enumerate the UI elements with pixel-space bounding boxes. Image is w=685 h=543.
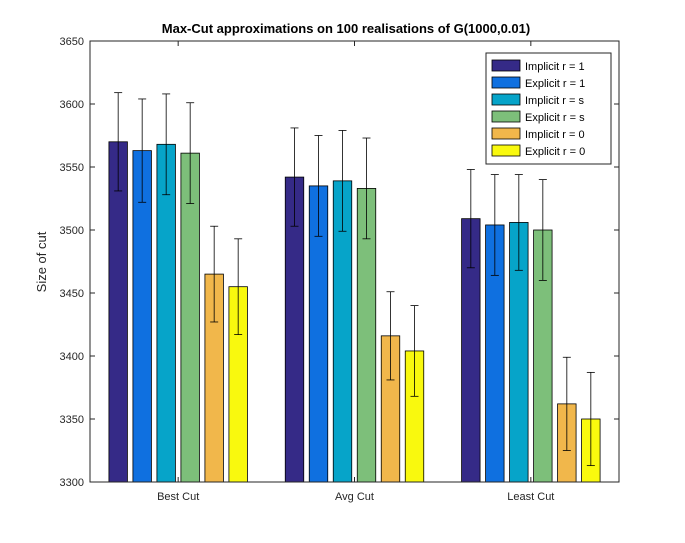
legend-swatch [491, 76, 521, 89]
y-tick-label: 3500 [60, 225, 84, 237]
legend-label: Explicit r = 1 [525, 78, 585, 90]
y-tick-label: 3550 [60, 162, 84, 174]
plot-frame [89, 40, 620, 483]
y-tick-label: 3300 [60, 477, 84, 489]
y-tick-label: 3400 [60, 351, 84, 363]
legend-swatch [491, 144, 521, 157]
legend-label: Explicit r = s [525, 112, 585, 124]
legend: Implicit r = 1 Explicit r = 1 Implicit r =… [485, 52, 612, 165]
legend-swatch [491, 127, 521, 140]
y-axis-label: Size of cut [34, 231, 49, 292]
bar [108, 141, 128, 483]
y-tick-label: 3650 [60, 36, 84, 48]
legend-swatch [491, 59, 521, 72]
x-tick-label: Avg Cut [335, 491, 374, 503]
legend-label: Implicit r = s [525, 95, 584, 107]
legend-swatch [491, 93, 521, 106]
legend-swatch [491, 110, 521, 123]
chart-title: Max-Cut approximations on 100 realisatio… [162, 21, 530, 36]
x-tick-label: Least Cut [507, 491, 554, 503]
x-tick-label: Best Cut [157, 491, 199, 503]
legend-label: Explicit r = 0 [525, 146, 585, 158]
y-tick-label: 3600 [60, 99, 84, 111]
y-tick-label: 3450 [60, 288, 84, 300]
legend-label: Implicit r = 1 [525, 61, 585, 73]
legend-label: Implicit r = 0 [525, 129, 585, 141]
y-tick-label: 3350 [60, 414, 84, 426]
